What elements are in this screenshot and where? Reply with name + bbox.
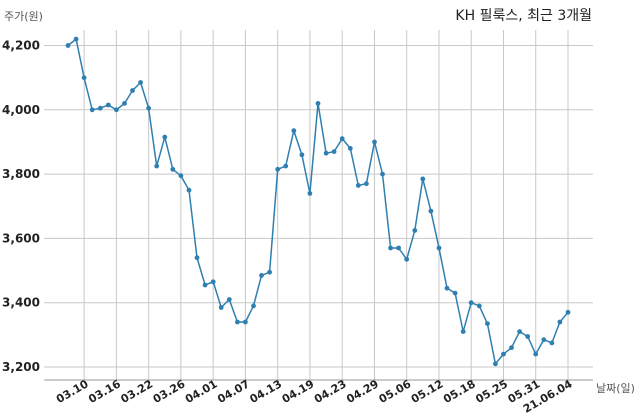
data-point <box>460 329 466 334</box>
data-point <box>299 152 305 158</box>
y-tick-label: 4,000 <box>2 103 40 117</box>
data-point <box>533 351 539 357</box>
data-point <box>396 245 401 251</box>
data-point <box>162 134 168 140</box>
data-point <box>114 107 119 113</box>
chart-title: KH 필룩스, 최근 3개월 <box>455 8 592 24</box>
y-tick-label: 3,800 <box>2 167 40 181</box>
data-point <box>105 102 111 108</box>
data-point <box>323 150 329 156</box>
data-point <box>146 105 152 111</box>
data-point <box>218 305 224 310</box>
data-point <box>178 173 184 179</box>
x-tick-label: 04.07 <box>215 377 252 406</box>
y-tick-label: 3,400 <box>2 296 40 310</box>
x-tick-label: 03.22 <box>119 377 156 406</box>
x-tick-label: 03.16 <box>86 377 123 406</box>
data-point <box>210 279 216 285</box>
x-tick-label: 05.06 <box>377 377 414 406</box>
data-point <box>243 319 248 325</box>
data-point <box>485 321 490 326</box>
x-tick-label: 05.25 <box>473 377 510 406</box>
y-tick-labels: 3,200 3,400 3,600 3,800 4,000 4,200 <box>2 39 40 375</box>
data-point <box>307 191 313 196</box>
data-point <box>283 163 289 169</box>
x-tick-label: 04.19 <box>280 377 317 406</box>
data-point <box>355 183 361 188</box>
data-point <box>364 181 369 187</box>
data-point <box>452 290 458 296</box>
data-point <box>517 329 522 334</box>
x-axis-label: 날짜(일) <box>596 381 635 395</box>
data-point <box>428 208 434 214</box>
data-point <box>194 255 200 261</box>
data-point <box>122 101 127 106</box>
x-tick-label: 04.01 <box>183 377 220 406</box>
x-tick-label: 05.18 <box>441 377 478 406</box>
data-point <box>420 176 426 182</box>
data-point <box>81 75 87 81</box>
data-point <box>525 334 531 339</box>
x-tick-label: 04.13 <box>248 377 285 406</box>
x-tick-label: 04.23 <box>312 377 349 406</box>
x-tick-label: 03.10 <box>54 377 91 406</box>
data-point <box>468 300 474 306</box>
data-point <box>154 163 160 169</box>
data-point <box>380 171 385 177</box>
data-point <box>170 166 176 172</box>
data-point <box>235 319 240 325</box>
data-point <box>501 351 506 357</box>
y-axis-label: 주가(원) <box>4 10 43 23</box>
data-point <box>509 345 514 351</box>
data-point <box>339 136 345 142</box>
data-point <box>493 361 498 367</box>
data-point <box>541 337 547 343</box>
price-series-points <box>65 36 571 367</box>
y-tick-label: 3,600 <box>2 231 40 245</box>
data-point <box>97 105 103 111</box>
data-point <box>331 149 337 155</box>
data-point <box>73 36 79 42</box>
data-point <box>202 282 208 288</box>
data-point <box>404 256 410 262</box>
data-point <box>372 139 377 145</box>
data-point <box>444 285 450 291</box>
data-point <box>347 146 353 151</box>
data-point <box>259 273 264 278</box>
data-point <box>65 43 71 48</box>
y-gridlines <box>44 45 593 368</box>
data-point <box>251 303 256 309</box>
data-point <box>436 245 442 251</box>
data-point <box>315 101 321 106</box>
x-gridlines <box>83 30 569 380</box>
data-point <box>138 80 144 85</box>
x-tick-label: 05.12 <box>409 377 446 406</box>
y-tick-label: 3,200 <box>2 360 40 374</box>
data-point <box>275 166 281 172</box>
y-tick-label: 4,200 <box>2 39 40 53</box>
data-point <box>476 303 482 309</box>
data-point <box>267 269 272 275</box>
x-tick-label: 03.26 <box>151 377 188 406</box>
data-point <box>565 309 571 315</box>
price-series-line <box>67 37 569 366</box>
x-tick-label: 04.29 <box>344 377 381 406</box>
data-point <box>226 297 232 302</box>
data-point <box>89 107 95 113</box>
data-point <box>549 340 555 346</box>
data-point <box>186 187 192 193</box>
data-point <box>388 245 393 251</box>
x-tick-labels: 03.1003.1603.2203.2604.0104.0704.1304.19… <box>54 377 575 416</box>
data-point <box>412 228 418 233</box>
data-point <box>130 88 135 93</box>
data-point <box>291 128 297 134</box>
data-point <box>557 319 563 325</box>
